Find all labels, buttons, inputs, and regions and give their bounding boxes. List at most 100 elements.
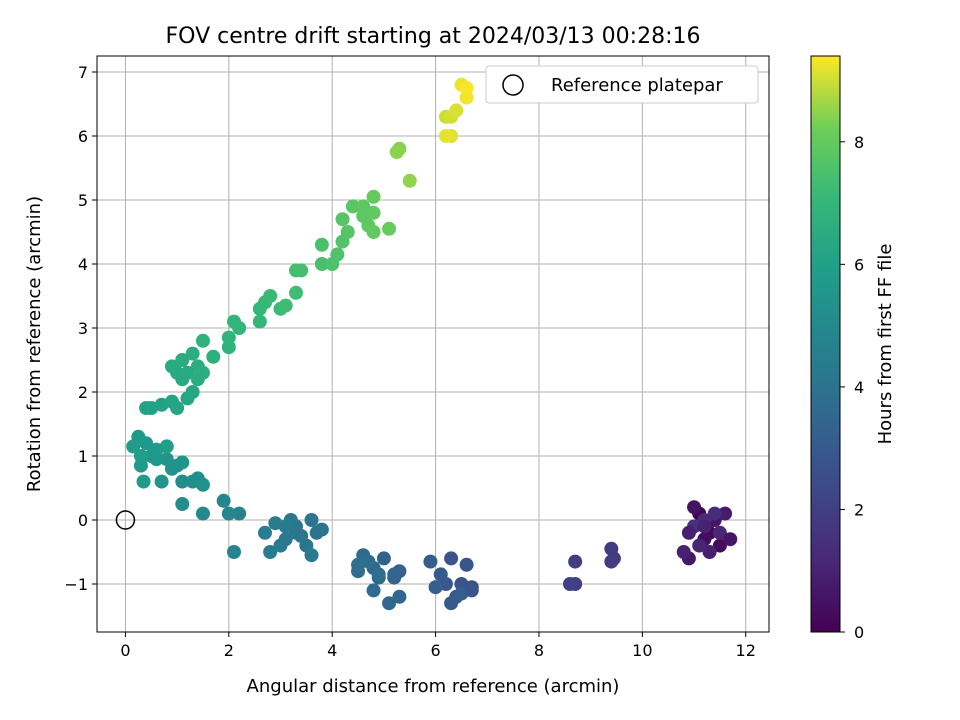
data-point: [226, 314, 241, 329]
x-tick-label: 12: [736, 641, 756, 660]
data-point: [723, 532, 738, 547]
legend-label: Reference platepar: [551, 75, 723, 96]
y-tick-label: 7: [78, 63, 88, 82]
data-point: [371, 567, 386, 582]
data-point: [149, 442, 164, 457]
data-point: [444, 551, 459, 566]
grid: [97, 56, 769, 632]
data-point: [356, 199, 371, 214]
chart-title: FOV centre drift starting at 2024/03/13 …: [166, 24, 701, 49]
data-point: [604, 554, 619, 569]
data-point: [304, 513, 319, 527]
x-tick-label: 0: [120, 641, 130, 660]
x-tick-label: 10: [632, 641, 652, 660]
data-point: [190, 372, 205, 387]
data-point: [304, 548, 319, 563]
y-axis-ticks: −1 0 1 2 3 4 5 6 7: [64, 63, 97, 594]
data-point: [681, 525, 696, 540]
colorbar-ticks: 0 2 4 6 8: [840, 133, 864, 642]
data-point: [309, 525, 324, 540]
x-tick-label: 6: [430, 641, 440, 660]
data-point: [692, 538, 707, 553]
data-point: [159, 452, 174, 467]
data-point: [712, 538, 727, 553]
data-point: [136, 474, 151, 489]
y-tick-label: 0: [78, 511, 88, 530]
data-point: [438, 129, 453, 143]
data-point: [402, 173, 417, 188]
data-point: [314, 257, 329, 271]
data-point: [195, 506, 210, 521]
data-point: [351, 557, 366, 572]
data-point: [278, 298, 293, 313]
y-tick-label: 6: [78, 127, 88, 146]
data-point: [345, 199, 360, 214]
data-point: [568, 554, 583, 569]
data-point: [707, 506, 722, 521]
data-point: [154, 474, 169, 489]
data-point: [382, 221, 397, 236]
data-point: [687, 500, 702, 515]
data-point: [444, 596, 459, 611]
data-point: [459, 557, 474, 572]
data-point: [366, 205, 381, 220]
data-point: [449, 103, 464, 118]
data-point: [139, 401, 154, 415]
x-tick-label: 8: [534, 641, 544, 660]
data-point: [278, 519, 293, 534]
colorbar-tick-label: 6: [854, 255, 864, 274]
data-point: [185, 346, 200, 361]
reference-platepar-marker: [115, 510, 136, 530]
data-point: [185, 385, 200, 399]
data-point: [221, 330, 236, 345]
data-point: [366, 189, 381, 204]
data-point: [133, 458, 148, 473]
data-point: [180, 365, 195, 380]
colorbar-tick-label: 4: [854, 378, 864, 397]
data-point: [676, 545, 691, 559]
data-point: [263, 289, 278, 303]
data-point: [221, 340, 236, 355]
data-point: [195, 477, 210, 492]
y-tick-label: 5: [78, 191, 88, 210]
data-point: [175, 353, 190, 367]
data-point: [216, 493, 231, 508]
data-point: [252, 314, 267, 329]
data-point: [387, 567, 402, 582]
y-axis-label: Rotation from reference (arcmin): [24, 196, 45, 492]
y-tick-label: 2: [78, 383, 88, 402]
data-point: [382, 596, 397, 611]
data-point: [126, 439, 141, 454]
data-point: [702, 545, 717, 559]
data-point: [464, 583, 479, 598]
data-point: [164, 359, 179, 374]
data-point: [389, 145, 404, 159]
data-point: [289, 525, 304, 540]
data-point: [206, 349, 221, 364]
data-point: [175, 455, 190, 470]
data-point: [335, 212, 350, 227]
data-point: [273, 538, 288, 553]
data-point: [170, 401, 185, 415]
data-point: [195, 333, 210, 348]
x-axis-ticks: 0 2 4 6 8 10 12: [120, 632, 756, 660]
colorbar-label: Hours from first FF file: [875, 244, 896, 445]
data-point: [175, 497, 190, 511]
x-axis-label: Angular distance from reference (arcmin): [247, 676, 620, 697]
data-point: [366, 225, 381, 239]
colorbar: [810, 55, 841, 633]
data-point: [562, 577, 577, 591]
y-tick-label: 4: [78, 255, 88, 274]
data-point: [454, 577, 469, 591]
colorbar-tick-label: 8: [854, 133, 864, 152]
x-tick-label: 2: [224, 641, 234, 660]
data-point: [340, 225, 355, 239]
legend: Reference platepar: [485, 65, 759, 104]
data-point: [221, 506, 236, 521]
plot-frame: [96, 55, 770, 633]
colorbar-tick-label: 0: [854, 623, 864, 642]
data-point: [718, 506, 733, 521]
data-point: [697, 519, 712, 534]
data-point: [232, 506, 247, 521]
